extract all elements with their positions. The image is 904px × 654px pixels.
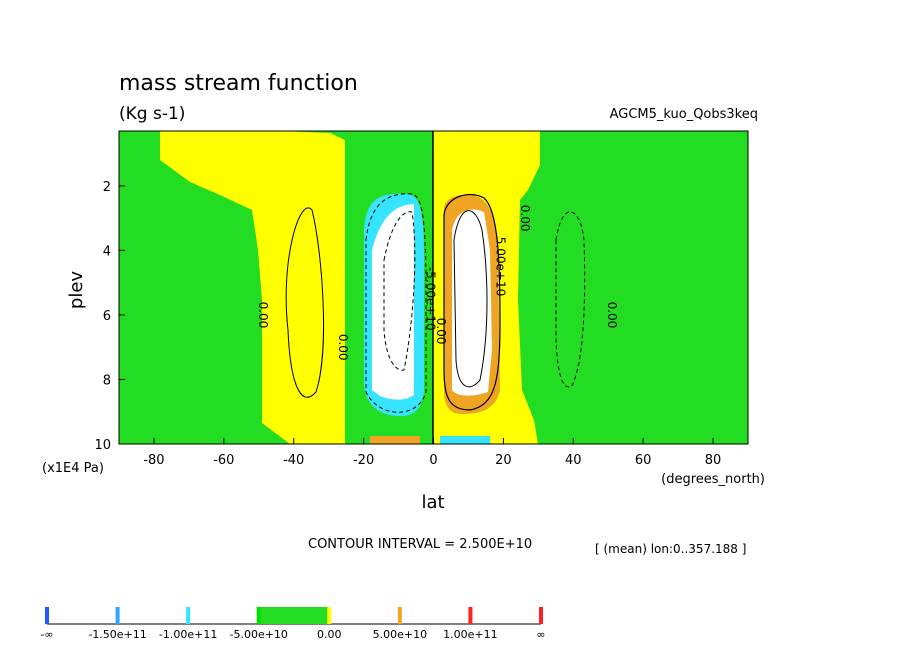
north-negative-core — [555, 211, 586, 388]
colorbar: -∞ -1.50e+11 -1.00e+11 -5.00e+10 0.00 5.00e+1… — [40, 607, 546, 641]
y-tick-label: 10 — [94, 438, 111, 453]
colorbar-swatch — [327, 607, 332, 624]
colorbar-label: 5.00e+10 — [373, 628, 427, 641]
dataset-label: AGCM5_kuo_Qobs3keq — [610, 107, 758, 122]
x-tick-label: 60 — [635, 453, 652, 468]
contour-label: 0.00 — [518, 205, 532, 232]
bottom-strip-right — [440, 436, 490, 444]
x-tick-label: 40 — [565, 453, 582, 468]
colorbar-swatch — [397, 607, 402, 624]
x-tick-label: 0 — [429, 453, 437, 468]
chart-title: mass stream function — [119, 71, 358, 96]
contour-label: 0.00 — [434, 318, 448, 345]
north-positive-inner — [453, 210, 488, 388]
colorbar-label: -5.00e+10 — [229, 628, 287, 641]
north-positive-core — [452, 209, 492, 396]
mean-label: [ (mean) lon:0..357.188 ] — [595, 542, 746, 556]
colorbar-label: -∞ — [40, 628, 53, 641]
colorbar-swatch — [186, 607, 191, 624]
y-tick-label: 8 — [103, 373, 111, 388]
x-tick-label: 80 — [705, 453, 722, 468]
y-tick-label: 2 — [103, 180, 111, 195]
colorbar-green-band — [258, 607, 330, 624]
y-tick-label: 6 — [103, 309, 111, 324]
x-tick-label: 20 — [495, 453, 512, 468]
x-tick-label: -60 — [213, 453, 234, 468]
colorbar-label: -1.50e+11 — [88, 628, 146, 641]
bottom-strip-left — [370, 436, 420, 444]
colorbar-swatch — [45, 607, 49, 624]
contour-labels: 0.000.00-5.00e+100.005.00e+100.000.00 — [256, 205, 619, 361]
plot-area: 0.000.00-5.00e+100.005.00e+100.000.00 — [118, 130, 749, 445]
south-negative-inner-dashed — [383, 211, 416, 371]
x-axis-units: (degrees_north) — [661, 472, 765, 487]
south-negative-core — [372, 204, 414, 400]
x-axis: -80 -60 -40 -20 0 20 40 60 80 — [143, 438, 721, 468]
colorbar-swatch — [539, 607, 543, 624]
contour-label: 0.00 — [256, 302, 270, 329]
x-tick-label: -40 — [283, 453, 304, 468]
y-axis-units: (x1E4 Pa) — [42, 461, 104, 476]
south-negative-dashed — [365, 193, 427, 413]
colorbar-swatch — [468, 607, 473, 624]
x-axis-label: lat — [421, 492, 444, 513]
colorbar-swatch — [115, 607, 120, 624]
colorbar-label: 1.00e+11 — [443, 628, 497, 641]
colorbar-label: ∞ — [536, 628, 545, 641]
colorbar-label: 0.00 — [317, 628, 342, 641]
south-positive-region — [160, 131, 345, 444]
contour-label: 5.00e+10 — [493, 237, 507, 296]
contour-label: 0.00 — [605, 302, 619, 329]
contour-interval: CONTOUR INTERVAL = 2.500E+10 — [308, 537, 532, 552]
x-tick-label: -20 — [353, 453, 374, 468]
contour-label: 0.00 — [336, 334, 350, 361]
units-label: (Kg s-1) — [119, 104, 185, 124]
colorbar-label: -1.00e+11 — [159, 628, 217, 641]
colorbar-swatch — [256, 607, 261, 624]
north-positive-contour — [443, 194, 501, 411]
y-tick-label: 4 — [103, 244, 111, 259]
y-axis: 2 4 6 8 10 — [94, 180, 125, 453]
south-positive-core — [285, 207, 324, 398]
y-axis-label: plev — [66, 271, 87, 310]
contour-label: -5.00e+10 — [424, 267, 438, 331]
x-tick-label: -80 — [143, 453, 164, 468]
